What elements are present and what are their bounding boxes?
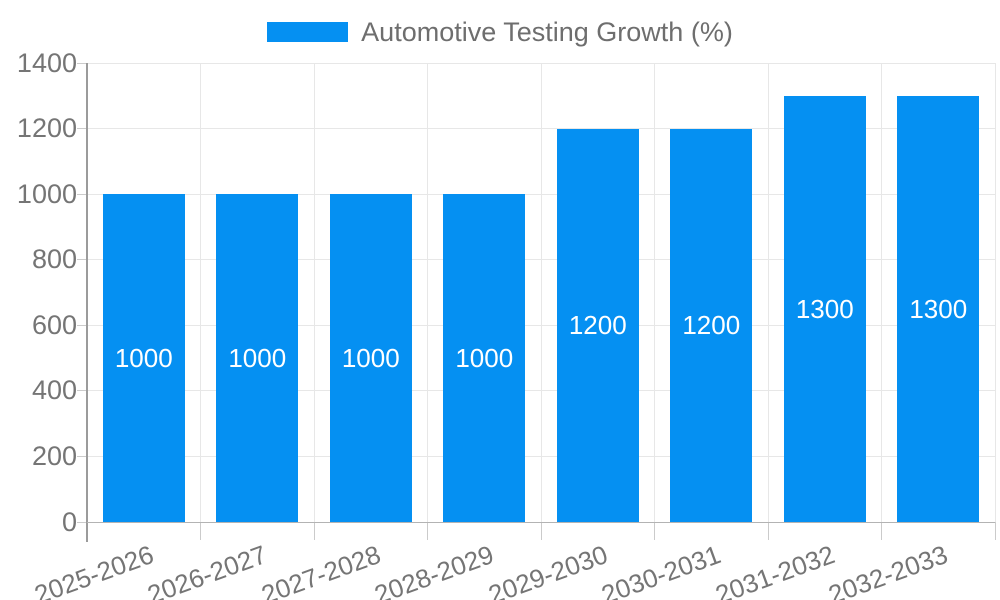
y-axis-tick-label: 600 (31, 309, 77, 340)
y-axis-tick (77, 62, 87, 64)
y-axis-tick-label: 0 (61, 506, 77, 537)
bar[interactable] (783, 95, 866, 522)
y-axis-tick (77, 324, 87, 326)
x-gridline (654, 63, 655, 522)
y-axis-tick (77, 455, 87, 457)
y-axis-tick-label: 1000 (16, 178, 77, 209)
x-axis-tick (427, 522, 428, 540)
legend-color-swatch (267, 22, 349, 42)
bar[interactable] (556, 128, 639, 522)
bar-value-label: 1000 (455, 343, 514, 374)
y-axis-tick-label: 800 (31, 244, 77, 275)
x-axis-tick (540, 522, 542, 540)
x-axis-tick (767, 522, 769, 540)
y-axis-tick (77, 128, 87, 130)
bar-value-label: 1000 (114, 343, 173, 374)
y-axis-tick-label: 400 (31, 375, 77, 406)
y-axis-line (86, 63, 88, 542)
y-axis-tick (77, 259, 87, 261)
bar-value-label: 1200 (568, 310, 627, 341)
y-axis-tick-label: 1200 (16, 113, 77, 144)
x-axis-tick (313, 522, 315, 540)
bar-value-label: 1000 (341, 343, 400, 374)
y-axis-tick (77, 390, 87, 392)
bar-value-label: 1200 (682, 310, 741, 341)
bar[interactable] (216, 194, 299, 522)
y-axis-tick (77, 521, 87, 523)
y-axis-tick (77, 193, 87, 195)
x-axis-tick (200, 522, 201, 540)
bar-value-label: 1300 (795, 293, 854, 324)
bar[interactable] (670, 128, 753, 522)
x-axis-tick (654, 522, 655, 540)
x-gridline (767, 63, 769, 522)
x-axis-tick (994, 522, 996, 540)
x-gridline (881, 63, 882, 522)
x-axis-baseline (87, 521, 995, 523)
y-axis-tick-label: 200 (31, 440, 77, 471)
bar[interactable] (443, 194, 526, 522)
x-gridline (200, 63, 201, 522)
legend-label: Automotive Testing Growth (%) (361, 17, 733, 47)
x-axis-tick (881, 522, 882, 540)
x-gridline (313, 63, 315, 522)
x-gridline (994, 63, 996, 522)
x-gridline (540, 63, 542, 522)
bar[interactable] (102, 194, 185, 522)
bar[interactable] (897, 95, 980, 522)
y-axis-tick-label: 1400 (16, 47, 77, 78)
legend[interactable]: Automotive Testing Growth (%) (0, 17, 1000, 47)
x-gridline (427, 63, 428, 522)
bar[interactable] (329, 194, 412, 522)
bar-value-label: 1000 (228, 343, 287, 374)
bar-value-label: 1300 (909, 293, 968, 324)
